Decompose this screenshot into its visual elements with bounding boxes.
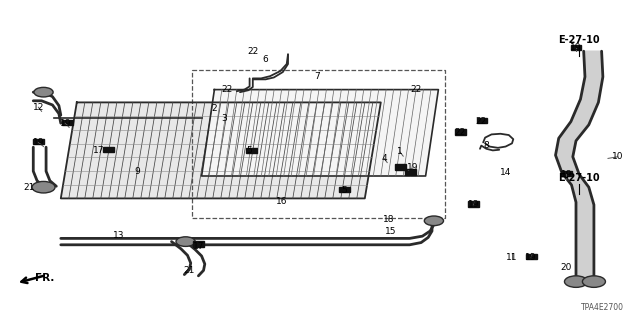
Text: 19: 19 — [525, 253, 537, 262]
Circle shape — [34, 87, 53, 97]
Text: 18: 18 — [383, 215, 395, 224]
Polygon shape — [61, 102, 381, 198]
Bar — [396, 164, 406, 170]
Text: 21: 21 — [23, 183, 35, 192]
Polygon shape — [556, 51, 603, 282]
Text: 19: 19 — [33, 138, 44, 147]
Text: 19: 19 — [570, 44, 582, 52]
Bar — [405, 170, 415, 175]
Bar — [455, 129, 465, 134]
Bar — [339, 187, 349, 192]
Bar — [561, 171, 572, 176]
Text: 5: 5 — [247, 146, 252, 155]
Text: 4: 4 — [381, 154, 387, 163]
Bar — [104, 147, 114, 152]
Text: 14: 14 — [500, 168, 511, 177]
Circle shape — [424, 216, 444, 226]
Bar — [193, 241, 204, 246]
Bar — [477, 118, 487, 123]
Text: 22: 22 — [410, 85, 422, 94]
Text: 16: 16 — [276, 197, 287, 206]
Text: 20: 20 — [561, 263, 572, 272]
Text: 22: 22 — [476, 117, 487, 126]
Text: 1: 1 — [397, 148, 403, 156]
Text: TPA4E2700: TPA4E2700 — [581, 303, 624, 312]
Circle shape — [582, 276, 605, 287]
Text: 11: 11 — [506, 253, 518, 262]
Text: 19: 19 — [468, 200, 479, 209]
Text: 12: 12 — [33, 103, 44, 112]
Text: 9: 9 — [135, 167, 140, 176]
Text: 19: 19 — [561, 170, 572, 179]
Text: 8: 8 — [484, 141, 489, 150]
Text: 17: 17 — [193, 242, 204, 251]
Circle shape — [564, 276, 588, 287]
Text: 22: 22 — [221, 85, 233, 94]
Text: FR.: FR. — [35, 273, 54, 283]
Text: 5: 5 — [342, 186, 347, 195]
Text: 3: 3 — [221, 114, 227, 123]
Bar — [33, 139, 44, 144]
Bar — [468, 202, 479, 207]
Bar — [63, 120, 73, 125]
Polygon shape — [202, 90, 438, 176]
Text: 6: 6 — [263, 55, 268, 64]
Text: 2: 2 — [212, 104, 217, 113]
Text: 7: 7 — [314, 72, 319, 81]
Bar — [527, 254, 537, 259]
Text: 22: 22 — [454, 128, 465, 137]
Text: 17: 17 — [93, 146, 105, 155]
Bar — [571, 45, 581, 50]
Text: 22: 22 — [248, 47, 259, 56]
Bar — [246, 148, 257, 153]
Text: 19: 19 — [60, 119, 71, 128]
Text: 19: 19 — [407, 164, 419, 172]
Text: E-27-10: E-27-10 — [558, 35, 600, 45]
Text: 10: 10 — [612, 152, 623, 161]
Text: 13: 13 — [113, 231, 124, 240]
Text: 21: 21 — [183, 266, 195, 275]
Text: E-27-10: E-27-10 — [558, 172, 600, 183]
Circle shape — [176, 237, 195, 246]
Text: 15: 15 — [385, 228, 396, 236]
Circle shape — [32, 181, 55, 193]
